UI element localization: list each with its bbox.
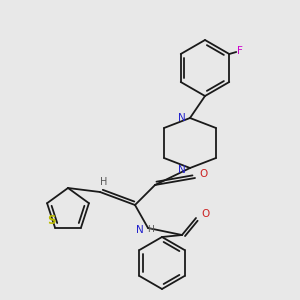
Text: N: N (136, 225, 144, 235)
Text: F: F (237, 46, 243, 56)
Text: H: H (147, 226, 153, 235)
Text: N: N (178, 165, 186, 175)
Text: H: H (100, 177, 108, 187)
Text: S: S (47, 214, 55, 227)
Text: O: O (200, 169, 208, 179)
Text: N: N (178, 113, 186, 123)
Text: O: O (201, 209, 209, 219)
